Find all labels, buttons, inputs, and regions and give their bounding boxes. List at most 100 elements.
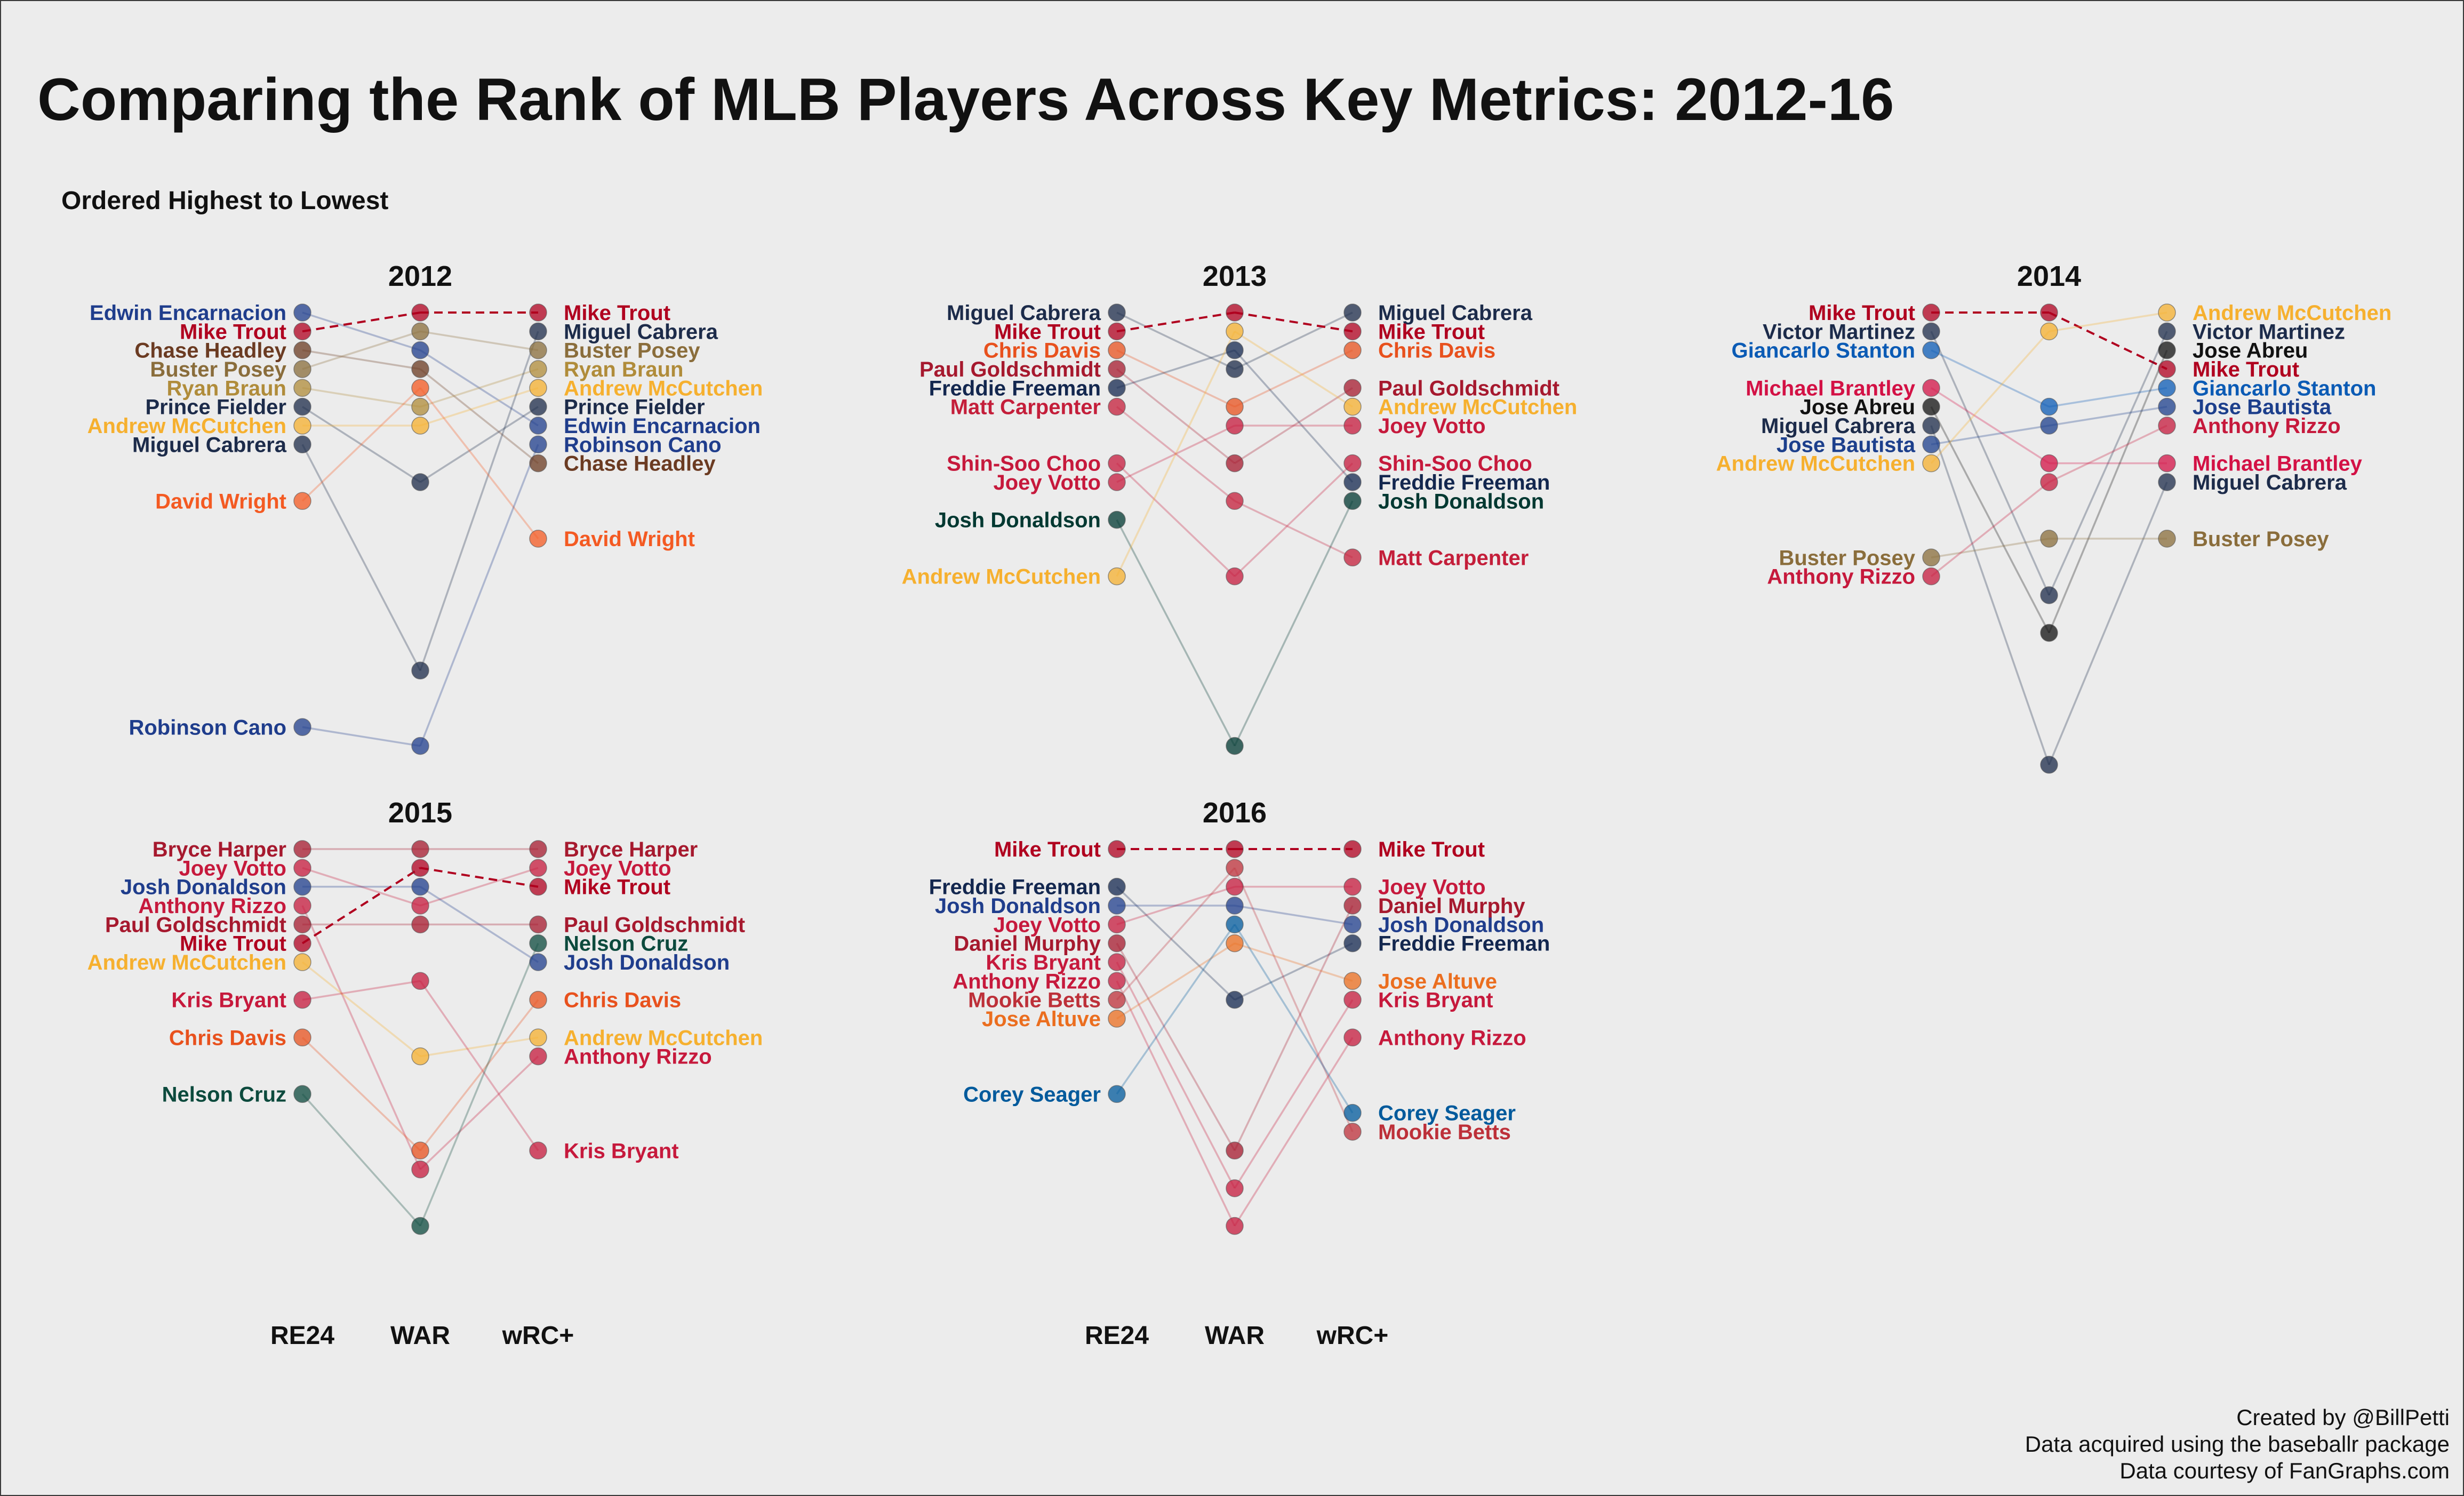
series-line-segment bbox=[420, 406, 539, 483]
data-point bbox=[1343, 417, 1362, 435]
data-point bbox=[529, 934, 547, 953]
data-point bbox=[293, 953, 311, 971]
player-label-right: Chris Davis bbox=[564, 989, 681, 1012]
player-label-left: Jose Abreu bbox=[1800, 396, 1915, 419]
player-label-right: Jose Altuve bbox=[1378, 970, 1497, 993]
data-point bbox=[2158, 454, 2176, 473]
data-point bbox=[1226, 567, 1244, 586]
player-label-left: Andrew McCutchen bbox=[902, 565, 1101, 589]
series-line-segment bbox=[2049, 387, 2167, 408]
data-point bbox=[293, 990, 311, 1009]
series-line-segment bbox=[1234, 999, 1354, 1189]
data-point bbox=[1343, 379, 1362, 397]
player-label-left: Corey Seager bbox=[963, 1083, 1101, 1106]
data-point bbox=[1108, 1085, 1126, 1103]
player-label-left: Prince Fielder bbox=[145, 396, 286, 419]
data-point bbox=[529, 1047, 547, 1066]
data-point bbox=[1108, 510, 1126, 529]
player-label-right: Anthony Rizzo bbox=[564, 1045, 712, 1069]
data-point bbox=[529, 435, 547, 454]
player-label-right: Miguel Cabrera bbox=[564, 320, 718, 343]
data-point bbox=[1226, 417, 1244, 435]
player-label-left: Edwin Encarnacion bbox=[90, 301, 286, 325]
series-line-segment bbox=[420, 886, 539, 963]
player-label-left: Buster Posey bbox=[150, 358, 286, 381]
series-line-segment bbox=[1234, 311, 1353, 370]
series-line-segment bbox=[1116, 425, 1235, 483]
panel-title: 2015 bbox=[388, 797, 452, 829]
data-point bbox=[529, 990, 547, 1009]
series-line-segment bbox=[302, 387, 421, 408]
caption-line: Data acquired using the baseballr packag… bbox=[2025, 1431, 2450, 1457]
data-point bbox=[2040, 623, 2058, 642]
player-label-left: Josh Donaldson bbox=[935, 894, 1101, 918]
data-point bbox=[411, 303, 429, 322]
player-label-left: Robinson Cano bbox=[129, 716, 286, 739]
data-point bbox=[529, 1141, 547, 1160]
player-label-right: Mike Trout bbox=[2193, 358, 2299, 381]
player-label-left: Paul Goldschmidt bbox=[919, 358, 1101, 381]
data-point bbox=[529, 322, 547, 341]
data-point bbox=[1108, 341, 1126, 359]
data-point bbox=[1922, 397, 1940, 416]
series-line-segment bbox=[1234, 349, 1353, 408]
player-label-left: Andrew McCutchen bbox=[87, 951, 286, 974]
data-point bbox=[2040, 417, 2058, 435]
player-label-left: Kris Bryant bbox=[986, 951, 1101, 974]
player-label-right: Paul Goldschmidt bbox=[564, 913, 745, 937]
data-point bbox=[411, 661, 429, 680]
data-point bbox=[411, 379, 429, 397]
player-label-left: Mike Trout bbox=[180, 932, 286, 956]
data-point bbox=[529, 915, 547, 934]
data-point bbox=[411, 397, 429, 416]
series-line-segment bbox=[419, 1055, 539, 1170]
player-label-right: Mike Trout bbox=[1378, 838, 1485, 861]
data-point bbox=[529, 530, 547, 548]
data-point bbox=[411, 473, 429, 491]
x-axis-middle: RE24 WAR wRC+ bbox=[1085, 1322, 1388, 1350]
panel-title: 2016 bbox=[1203, 797, 1267, 829]
series-line-segment bbox=[1116, 980, 1236, 1227]
series-line-segment bbox=[1116, 311, 1235, 333]
data-point bbox=[2158, 530, 2176, 548]
data-point bbox=[2158, 473, 2176, 491]
data-point bbox=[1226, 1179, 1244, 1197]
player-label-left: Michael Brantley bbox=[1746, 377, 1916, 400]
series-line-segment bbox=[1116, 349, 1235, 408]
data-point bbox=[2040, 322, 2058, 341]
data-point bbox=[293, 397, 311, 416]
player-label-right: Robinson Cano bbox=[564, 433, 722, 457]
data-point bbox=[529, 1028, 547, 1047]
series-line-segment bbox=[2049, 311, 2167, 370]
data-point bbox=[1108, 915, 1126, 934]
data-point bbox=[293, 718, 311, 737]
player-label-left: Mike Trout bbox=[1809, 301, 1915, 325]
player-label-right: Edwin Encarnacion bbox=[564, 414, 761, 438]
player-label-right: Chase Headley bbox=[564, 452, 716, 476]
data-point bbox=[293, 322, 311, 341]
series-line-segment bbox=[420, 1036, 539, 1058]
panel-title: 2012 bbox=[388, 260, 452, 292]
player-label-right: Mike Trout bbox=[564, 301, 670, 325]
data-point bbox=[1226, 303, 1244, 322]
x-tick-label: RE24 bbox=[1085, 1322, 1149, 1350]
data-point bbox=[1343, 1123, 1362, 1141]
data-point bbox=[1343, 1028, 1362, 1047]
data-point bbox=[1108, 567, 1126, 586]
series-line-segment bbox=[1234, 311, 1353, 333]
player-label-right: Joey Votto bbox=[564, 857, 671, 880]
data-point bbox=[1343, 877, 1362, 896]
data-point bbox=[1922, 341, 1940, 359]
data-point bbox=[1226, 859, 1244, 877]
series-line-segment bbox=[419, 999, 539, 1151]
series-line-segment bbox=[1930, 331, 2050, 464]
data-point bbox=[1108, 990, 1126, 1009]
series-line-segment bbox=[301, 961, 421, 1057]
data-point bbox=[1108, 1010, 1126, 1028]
data-point bbox=[293, 435, 311, 454]
player-label-left: Shin-Soo Choo bbox=[947, 452, 1101, 476]
data-point bbox=[529, 360, 547, 378]
data-point bbox=[1108, 840, 1126, 858]
data-point bbox=[1226, 915, 1244, 934]
